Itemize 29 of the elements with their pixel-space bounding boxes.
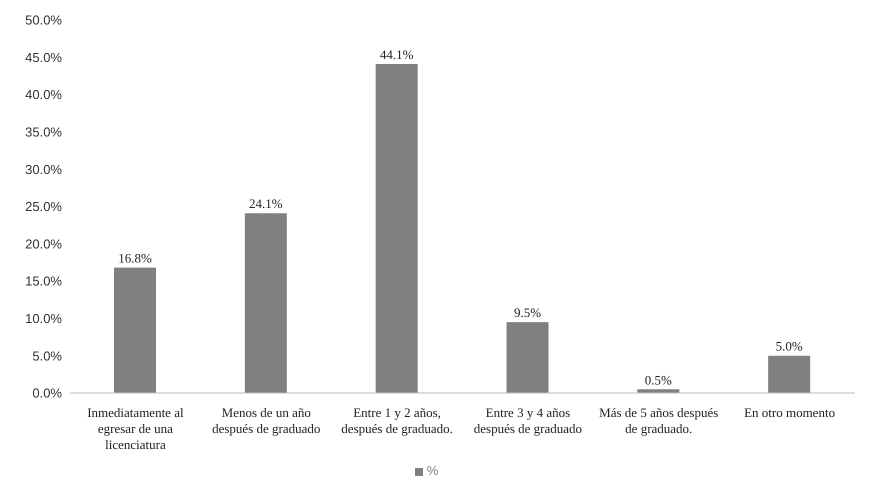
- bar: [244, 213, 287, 393]
- bar: [376, 64, 418, 393]
- y-tick-label: 40.0%: [25, 87, 62, 102]
- x-tick-label: Inmediatamente al egresar de una licenciatura: [87, 405, 184, 452]
- data-label: 16.8%: [118, 250, 152, 266]
- y-tick-label: 50.0%: [25, 12, 62, 28]
- bar: [768, 356, 810, 393]
- legend-label: %: [426, 463, 438, 478]
- data-label: 5.0%: [776, 338, 803, 354]
- data-label: 24.1%: [249, 196, 283, 212]
- y-tick-label: 25.0%: [25, 199, 62, 214]
- y-tick-label: 30.0%: [25, 162, 62, 177]
- y-tick-label: 20.0%: [25, 236, 62, 252]
- y-tick-label: 10.0%: [25, 311, 62, 326]
- x-tick-label: Menos de un año después de graduado: [212, 405, 320, 436]
- bar: [114, 268, 156, 393]
- x-tick-label: Entre 1 y 2 años, después de graduado.: [341, 405, 453, 436]
- data-label: 44.1%: [380, 47, 414, 62]
- data-label: 0.5%: [644, 372, 672, 388]
- y-tick-label: 0.0%: [32, 386, 62, 401]
- y-tick-label: 35.0%: [25, 124, 62, 140]
- x-tick-label: Más de 5 años después de graduado.: [599, 405, 718, 436]
- y-tick-label: 45.0%: [25, 50, 62, 65]
- bar: [506, 322, 548, 393]
- x-tick-label: Entre 3 y 4 años después de graduado: [474, 405, 582, 436]
- data-label: 9.5%: [514, 305, 542, 320]
- x-tick-label: En otro momento: [744, 405, 836, 420]
- y-tick-label: 15.0%: [25, 274, 62, 289]
- y-tick-label: 5.0%: [32, 348, 62, 364]
